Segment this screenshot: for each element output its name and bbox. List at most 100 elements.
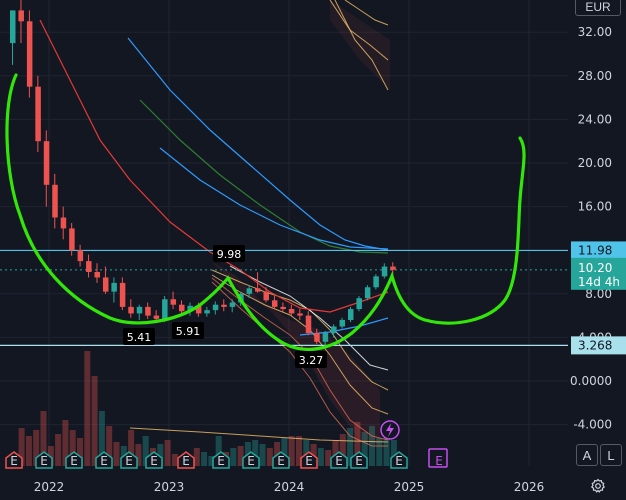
candle-body xyxy=(69,228,75,251)
band-line xyxy=(344,0,389,26)
earnings-marker: E xyxy=(95,451,113,469)
band-line xyxy=(211,269,389,391)
candle-body xyxy=(331,326,337,334)
candle-body xyxy=(10,10,16,44)
y-tick-label: 0.0000 xyxy=(570,374,612,388)
candle-body xyxy=(305,315,312,334)
price-axis: 32.0028.0024.0020.0016.0012.008.004.0000… xyxy=(570,25,626,432)
earnings-marker-label: E xyxy=(277,454,285,468)
candle-body xyxy=(179,304,185,312)
earnings-marker-label: E xyxy=(305,454,313,468)
moving-averages xyxy=(39,19,389,336)
moving-average-line xyxy=(159,147,389,250)
band-line xyxy=(229,265,389,371)
volume-bar xyxy=(77,438,83,466)
log-scale-button[interactable]: L xyxy=(600,444,622,466)
earnings-marker: E xyxy=(120,451,138,469)
price-annotation: 5.41 xyxy=(123,328,155,345)
earnings-marker-shape xyxy=(350,451,368,469)
earnings-marker-label: E xyxy=(335,454,343,468)
y-tick-label: 24.00 xyxy=(578,112,612,126)
price-annotation: 3.27 xyxy=(295,351,327,368)
volume-bar xyxy=(390,440,397,466)
currency-button[interactable]: EUR xyxy=(575,0,621,16)
earnings-marker-label: E xyxy=(217,454,225,468)
earnings-marker: E xyxy=(65,451,83,469)
earnings-marker-shape xyxy=(212,451,230,469)
price-annotation-box xyxy=(172,322,204,339)
earnings-marker-label: E xyxy=(70,454,78,468)
auto-scale-button[interactable]: A xyxy=(576,444,598,466)
volume-bar xyxy=(25,436,32,466)
moving-average-line xyxy=(39,19,389,313)
price-annotation: 5.91 xyxy=(172,322,204,339)
cup-curve xyxy=(5,73,526,351)
candle-body xyxy=(255,288,261,292)
earnings-marker: E xyxy=(330,451,348,469)
earnings-marker-shape xyxy=(242,451,260,469)
volume-bar xyxy=(91,376,98,466)
price-annotation-text: 3.27 xyxy=(299,354,324,367)
earnings-marker-shape xyxy=(95,451,113,469)
time-axis: 2022 2023 2024 2025 2026 xyxy=(34,480,545,494)
volume-bar xyxy=(237,446,244,466)
candle-body xyxy=(43,141,50,185)
earnings-marker: E xyxy=(145,451,163,469)
price-annotation-text: 5.91 xyxy=(176,325,201,338)
price-level-tag-text: 11.98 xyxy=(578,243,612,257)
x-tick-label: 2024 xyxy=(274,480,305,494)
candle-body xyxy=(102,277,109,292)
volume-bar xyxy=(208,456,215,466)
volume-bar xyxy=(47,446,54,466)
earnings-marker: E xyxy=(35,451,53,469)
volume-bar xyxy=(33,430,40,466)
candle-body xyxy=(170,299,177,305)
volume-bar xyxy=(339,434,346,466)
earnings-marker: E xyxy=(390,451,408,469)
candle-body xyxy=(86,261,92,272)
price-annotation-text: 9.98 xyxy=(217,248,242,261)
earnings-marker: E xyxy=(272,451,290,469)
volume-bar xyxy=(18,428,25,466)
candle-body xyxy=(128,306,134,314)
volume-bar xyxy=(113,442,120,466)
volume-bar xyxy=(303,440,310,466)
price-annotations: 9.98 5.41 5.91 3.27 xyxy=(123,245,327,368)
earnings-marker-shape xyxy=(390,451,408,469)
candle-body xyxy=(246,288,253,294)
candle-body xyxy=(221,304,227,307)
candle-body xyxy=(280,306,286,310)
volume-bar xyxy=(383,438,390,466)
candle-body xyxy=(52,184,58,218)
volume-bar xyxy=(296,436,302,466)
price-annotation-box xyxy=(213,245,245,262)
horizontal-levels xyxy=(0,249,568,346)
current-price-text: 10.20 xyxy=(578,261,612,275)
volume-bar xyxy=(361,432,368,466)
volume-bar xyxy=(135,444,142,466)
earnings-marker-shape xyxy=(35,451,53,469)
earnings-marker: E xyxy=(300,451,318,469)
moving-average-line xyxy=(127,37,389,251)
earnings-marker-label: E xyxy=(435,454,443,468)
band-line xyxy=(211,281,388,447)
cup-and-handle-drawing xyxy=(5,73,526,351)
volume-bar xyxy=(142,436,149,466)
current-price-tag xyxy=(571,257,626,290)
candle-body xyxy=(314,333,320,342)
volume-bar xyxy=(259,444,266,466)
volume-bar xyxy=(288,436,295,466)
earnings-marker: E xyxy=(5,451,23,469)
volume-bar xyxy=(252,440,259,466)
earnings-marker-shape xyxy=(272,451,290,469)
price-annotation-box xyxy=(295,351,327,368)
volume-bar xyxy=(62,420,69,466)
candle-body xyxy=(212,304,219,311)
candle-body xyxy=(288,309,295,314)
earnings-marker-shape xyxy=(330,451,348,469)
candle-body xyxy=(348,309,354,320)
gear-icon[interactable] xyxy=(590,478,606,494)
volume-bar xyxy=(55,434,62,466)
earnings-marker-label: E xyxy=(40,454,48,468)
